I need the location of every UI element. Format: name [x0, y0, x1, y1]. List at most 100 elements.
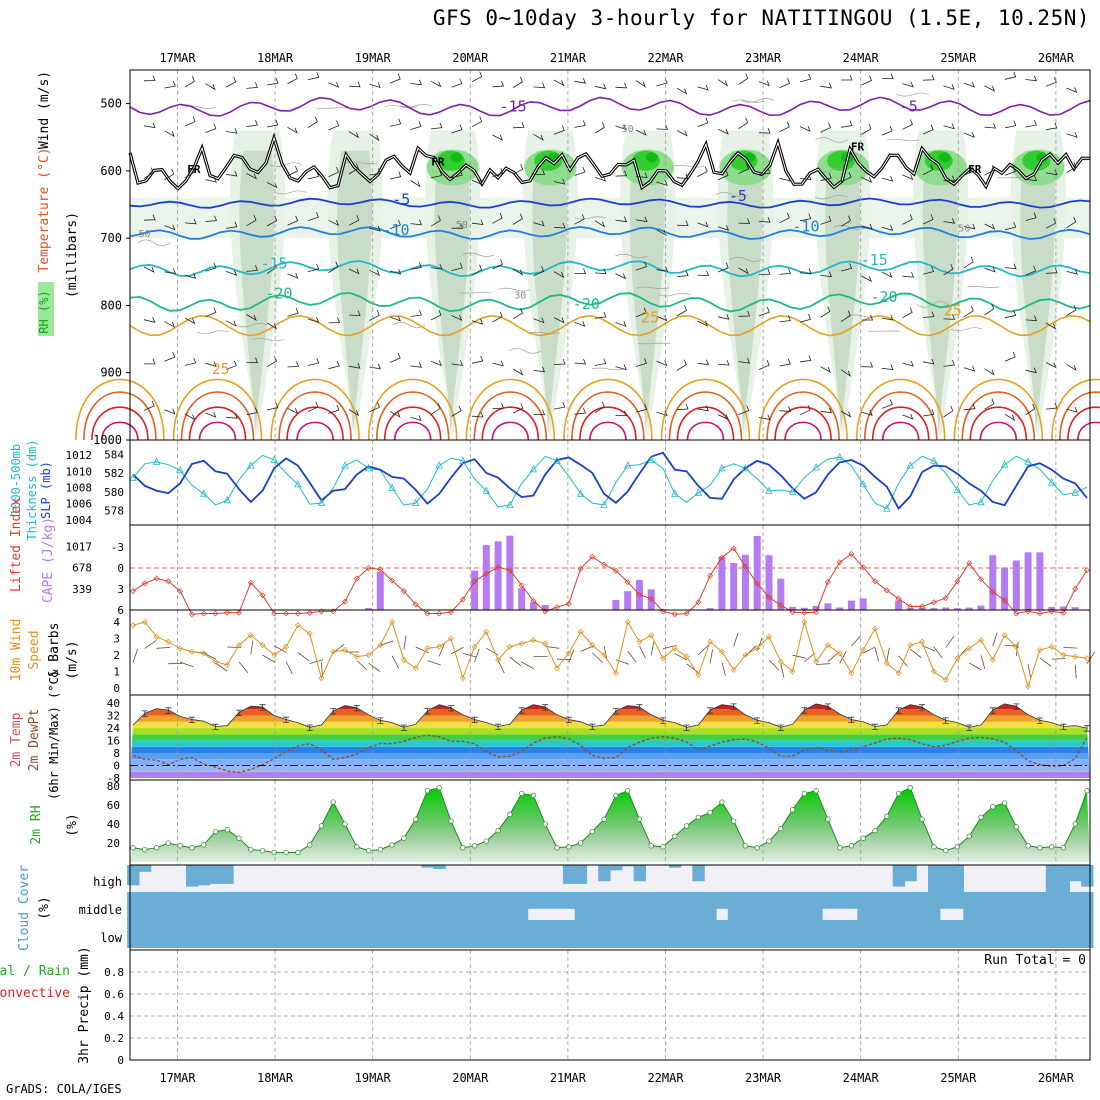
minmax-bar [707, 707, 714, 714]
rh-point [307, 842, 313, 848]
lifted-index-point [318, 608, 325, 615]
wind-speed-point [919, 638, 926, 645]
lifted-index-point [177, 588, 184, 595]
rh2m-panel: 80 60 40 20 [107, 780, 1090, 865]
temp-band [130, 703, 1090, 710]
wind-barb [738, 218, 751, 224]
wind-barb [820, 122, 832, 133]
wind-barb [389, 73, 401, 84]
wind-barb [799, 126, 811, 132]
wind-speed-point [1001, 632, 1008, 639]
temp-band [130, 771, 1090, 778]
warm-isotherm [676, 406, 735, 441]
wind-barb [184, 116, 196, 127]
cloud-bar [751, 892, 764, 920]
cloud-bar [504, 892, 517, 920]
wind-barb [246, 119, 258, 127]
wind-barb [1066, 161, 1077, 174]
wind-barb [963, 165, 975, 176]
cape-bar [518, 588, 526, 610]
y-axis-label: 2m RH [29, 805, 44, 844]
temp-band [130, 721, 1090, 728]
thickness-line [132, 454, 1088, 510]
wind-barb [902, 81, 914, 88]
y-tick-label: -3 [111, 541, 124, 554]
cape-bar [989, 555, 997, 610]
wind-barb [164, 80, 176, 89]
wind-barb [676, 359, 687, 371]
wind-speed-point [813, 658, 820, 665]
wind-barb [205, 411, 217, 418]
cloud-bar [610, 865, 623, 871]
cloud-bar [1069, 865, 1082, 882]
wind-barb [430, 360, 442, 367]
wind-barb [1025, 212, 1037, 221]
y-tick-label: 3 [117, 583, 124, 596]
y-axis-label: CAPE (J/kg) [41, 517, 56, 603]
temp-line [132, 703, 1088, 729]
wind-speed-point [1084, 655, 1090, 662]
minmax-bar [1060, 723, 1067, 730]
wind-barb [328, 81, 340, 88]
wind-barb [758, 269, 771, 275]
cloud-bar [492, 892, 505, 920]
rh-contour [950, 327, 983, 332]
wind-barb [471, 355, 484, 364]
cloud-bar [904, 892, 917, 920]
cloud-bar [586, 920, 599, 948]
wind-barb [246, 265, 258, 272]
rh-point [754, 845, 760, 851]
y-tick-label: 578 [104, 505, 124, 518]
wind-barb [410, 309, 422, 317]
lifted-index-point [730, 545, 737, 552]
cape-bar [859, 598, 867, 610]
cloud-bar [833, 892, 847, 909]
wind-barb [297, 652, 310, 662]
y-tick-label: 4 [113, 616, 120, 629]
wind-barb [328, 360, 340, 370]
wind-barb [410, 219, 423, 226]
wind-speed-point [400, 657, 407, 663]
thickness-point [317, 498, 326, 506]
wind-barb [840, 172, 852, 183]
wind-barb [1074, 664, 1077, 679]
cloud-bar [810, 920, 823, 948]
x-tick-label-top: 19MAR [355, 51, 392, 65]
rh-point [872, 827, 878, 834]
wind-barb [697, 405, 709, 412]
cloud-bar [657, 892, 670, 920]
thickness-point [435, 461, 443, 469]
rh-point [542, 821, 548, 827]
wind-barb [674, 653, 688, 661]
wind-barb [717, 262, 729, 273]
wind-speed-point [412, 665, 419, 672]
isotherm-label: -10 [383, 221, 410, 239]
wind-barb [758, 80, 770, 87]
wind-barb [943, 218, 956, 224]
minmax-bar [259, 704, 266, 711]
wind-barb [984, 85, 996, 92]
cloud-bar [174, 892, 187, 920]
rh-point [895, 790, 902, 797]
wind-barb [738, 405, 750, 415]
wind-barb [627, 651, 637, 663]
cloud-bar [527, 892, 540, 909]
wind-speed-point [212, 658, 219, 665]
cloud-bar [186, 892, 199, 920]
wind-barb [592, 652, 603, 663]
rh-point [766, 838, 772, 844]
cloud-bar [986, 892, 1000, 920]
rh-shade [337, 150, 373, 434]
minmax-bar [448, 705, 454, 712]
cloud-bar [268, 892, 281, 920]
wind-barb [656, 124, 669, 130]
cloud-bar [727, 892, 741, 920]
wind-speed-point [1060, 652, 1067, 658]
rh-point [365, 847, 372, 854]
cloud-bar [904, 865, 917, 882]
y-tick-label: 0.4 [104, 1010, 124, 1023]
y-axis-label: (millibars) [65, 212, 80, 298]
y-axis-label: (6hr Min/Max) (°C) [47, 670, 61, 800]
cape-bar [895, 600, 903, 610]
cape-bar [529, 602, 537, 610]
